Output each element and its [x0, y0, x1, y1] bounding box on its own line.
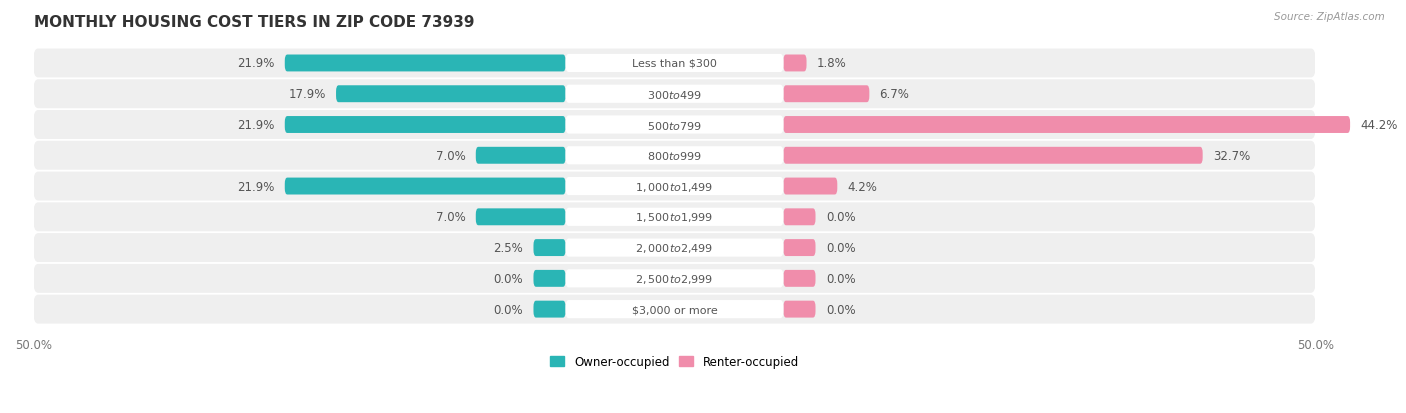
Text: 2.5%: 2.5% — [494, 242, 523, 254]
FancyBboxPatch shape — [285, 178, 565, 195]
FancyBboxPatch shape — [533, 240, 565, 256]
FancyBboxPatch shape — [565, 270, 783, 288]
Text: 4.2%: 4.2% — [848, 180, 877, 193]
Text: 21.9%: 21.9% — [238, 57, 274, 70]
FancyBboxPatch shape — [34, 80, 1316, 109]
Text: $800 to $999: $800 to $999 — [647, 150, 702, 162]
Text: 1.8%: 1.8% — [817, 57, 846, 70]
FancyBboxPatch shape — [475, 209, 565, 226]
FancyBboxPatch shape — [783, 117, 1350, 134]
FancyBboxPatch shape — [565, 239, 783, 257]
Text: 0.0%: 0.0% — [825, 303, 855, 316]
Text: 0.0%: 0.0% — [825, 242, 855, 254]
Text: 7.0%: 7.0% — [436, 211, 465, 224]
FancyBboxPatch shape — [34, 264, 1316, 293]
FancyBboxPatch shape — [34, 142, 1316, 170]
FancyBboxPatch shape — [783, 301, 815, 318]
FancyBboxPatch shape — [783, 147, 1202, 164]
FancyBboxPatch shape — [565, 116, 783, 134]
Text: $500 to $799: $500 to $799 — [647, 119, 702, 131]
Text: 0.0%: 0.0% — [825, 211, 855, 224]
Text: 0.0%: 0.0% — [494, 272, 523, 285]
FancyBboxPatch shape — [34, 203, 1316, 232]
Text: $3,000 or more: $3,000 or more — [631, 304, 717, 314]
Text: 32.7%: 32.7% — [1213, 150, 1250, 162]
FancyBboxPatch shape — [533, 301, 565, 318]
Text: Source: ZipAtlas.com: Source: ZipAtlas.com — [1274, 12, 1385, 22]
Text: MONTHLY HOUSING COST TIERS IN ZIP CODE 73939: MONTHLY HOUSING COST TIERS IN ZIP CODE 7… — [34, 15, 474, 30]
Text: 6.7%: 6.7% — [880, 88, 910, 101]
FancyBboxPatch shape — [285, 117, 565, 134]
FancyBboxPatch shape — [533, 270, 565, 287]
Text: 44.2%: 44.2% — [1361, 119, 1398, 132]
Text: $2,500 to $2,999: $2,500 to $2,999 — [636, 272, 714, 285]
Text: $300 to $499: $300 to $499 — [647, 88, 702, 100]
FancyBboxPatch shape — [783, 55, 807, 72]
Text: $2,000 to $2,499: $2,000 to $2,499 — [636, 242, 714, 254]
FancyBboxPatch shape — [783, 209, 815, 226]
Text: 0.0%: 0.0% — [825, 272, 855, 285]
Text: 7.0%: 7.0% — [436, 150, 465, 162]
Text: 21.9%: 21.9% — [238, 119, 274, 132]
FancyBboxPatch shape — [565, 300, 783, 318]
FancyBboxPatch shape — [34, 50, 1316, 78]
Text: $1,500 to $1,999: $1,500 to $1,999 — [636, 211, 714, 224]
FancyBboxPatch shape — [34, 234, 1316, 262]
FancyBboxPatch shape — [34, 111, 1316, 140]
FancyBboxPatch shape — [336, 86, 565, 103]
FancyBboxPatch shape — [565, 147, 783, 165]
FancyBboxPatch shape — [783, 240, 815, 256]
FancyBboxPatch shape — [783, 270, 815, 287]
FancyBboxPatch shape — [565, 178, 783, 196]
FancyBboxPatch shape — [565, 85, 783, 104]
FancyBboxPatch shape — [34, 295, 1316, 324]
Text: 21.9%: 21.9% — [238, 180, 274, 193]
FancyBboxPatch shape — [783, 178, 838, 195]
FancyBboxPatch shape — [565, 208, 783, 226]
Text: 17.9%: 17.9% — [288, 88, 326, 101]
FancyBboxPatch shape — [783, 86, 869, 103]
Legend: Owner-occupied, Renter-occupied: Owner-occupied, Renter-occupied — [546, 351, 803, 373]
FancyBboxPatch shape — [34, 172, 1316, 201]
FancyBboxPatch shape — [475, 147, 565, 164]
FancyBboxPatch shape — [285, 55, 565, 72]
Text: 0.0%: 0.0% — [494, 303, 523, 316]
FancyBboxPatch shape — [565, 55, 783, 73]
Text: $1,000 to $1,499: $1,000 to $1,499 — [636, 180, 714, 193]
Text: Less than $300: Less than $300 — [633, 59, 717, 69]
